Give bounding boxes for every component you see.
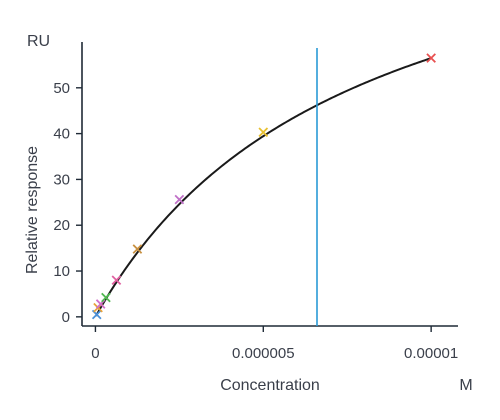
y-tick-label: 20 (53, 217, 70, 234)
y-tick-label: 10 (53, 263, 70, 280)
x-unit-label: M (459, 377, 472, 394)
y-tick-label: 40 (53, 126, 70, 143)
x-tick-label: 0 (91, 345, 99, 362)
data-point (174, 194, 185, 205)
data-point (258, 127, 269, 138)
data-point-stroke (132, 244, 143, 254)
x-axis-title: Concentration (220, 377, 320, 394)
data-point (101, 292, 111, 303)
data-point-stroke (258, 127, 269, 138)
data-point (132, 244, 143, 254)
x-tick-label: 0.000005 (232, 345, 295, 362)
data-point-stroke (174, 194, 185, 205)
y-unit-label: RU (27, 33, 50, 50)
y-tick-label: 0 (62, 309, 70, 326)
data-point-stroke (426, 53, 436, 63)
data-points-layer (91, 53, 436, 320)
y-axis-title: Relative response (24, 146, 41, 274)
fit-curve (95, 57, 432, 317)
y-tick-label: 30 (53, 171, 70, 188)
y-tick-label: 50 (53, 80, 70, 97)
fit-curve-layer (95, 57, 432, 317)
data-point (111, 275, 122, 286)
data-point-stroke (101, 292, 111, 303)
data-point-stroke (91, 309, 102, 320)
data-point (426, 53, 436, 63)
axes: 0 10 20 30 40 50 0 0.000005 0.00001 (53, 42, 458, 362)
data-point-stroke (111, 275, 122, 286)
x-tick-label: 0.00001 (404, 345, 458, 362)
